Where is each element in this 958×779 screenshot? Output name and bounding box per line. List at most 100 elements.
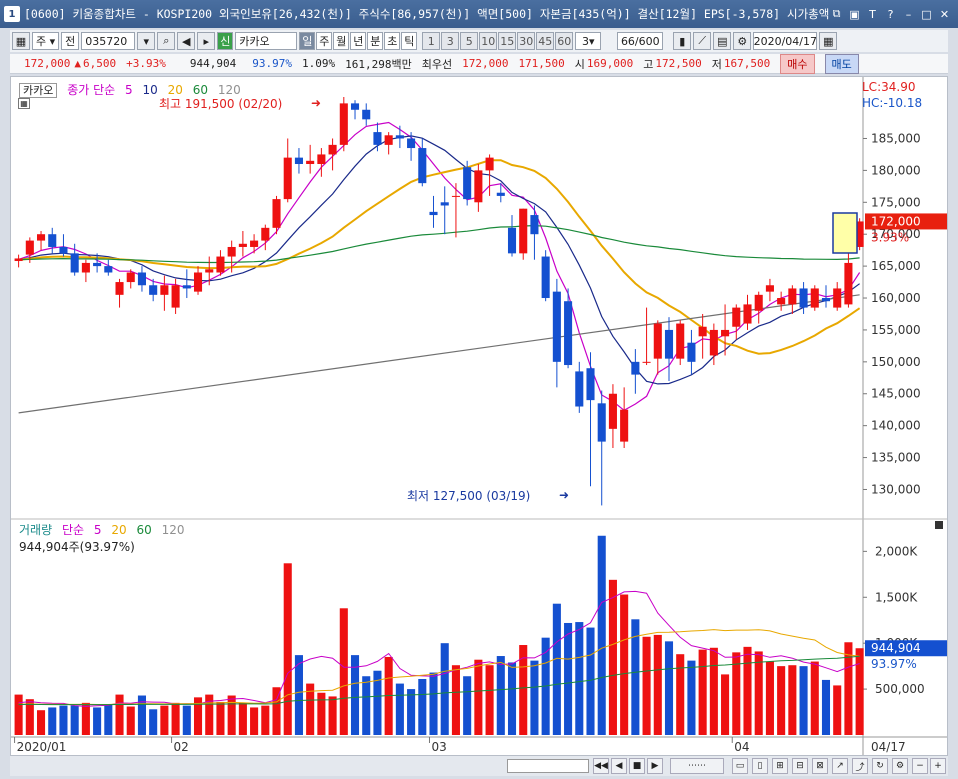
x-tick-label: 04 bbox=[734, 740, 749, 754]
chart-icon-4[interactable]: ⊟ bbox=[792, 758, 808, 774]
candle-body bbox=[160, 285, 169, 295]
candle-body bbox=[115, 282, 124, 295]
chart-icon-6[interactable]: ↗ bbox=[832, 758, 848, 774]
camera-icon[interactable]: ▣ bbox=[849, 7, 860, 21]
candle-body bbox=[350, 103, 360, 110]
candle-body bbox=[485, 157, 494, 171]
candle-body bbox=[631, 361, 640, 375]
arrow-icon[interactable]: ▸ bbox=[197, 32, 216, 50]
best-ask-1: 172,000 bbox=[462, 57, 509, 70]
prev-button[interactable]: 전 bbox=[61, 32, 80, 50]
candle-settings-icon[interactable]: ▮ bbox=[673, 32, 692, 50]
period-tab[interactable]: 월 bbox=[333, 32, 350, 50]
ma10-line bbox=[18, 135, 860, 385]
period-tab[interactable]: 분 bbox=[367, 32, 384, 50]
candle-body bbox=[754, 294, 763, 311]
period-tab[interactable]: 초 bbox=[384, 32, 401, 50]
scroll-start-icon[interactable]: ◀◀ bbox=[593, 758, 609, 774]
high-annotation: 최고 191,500 (02/20) bbox=[159, 95, 288, 112]
stock-code-input[interactable]: 035720 bbox=[81, 32, 136, 50]
volume-bar bbox=[160, 705, 169, 735]
volume-bar bbox=[48, 707, 57, 735]
current-price: 172,000 bbox=[24, 57, 71, 70]
zoom-slider[interactable]: ⋯⋯ bbox=[670, 758, 724, 774]
chart-icon-7[interactable]: ⤴ bbox=[852, 758, 868, 774]
stop-icon[interactable]: ■ bbox=[629, 758, 645, 774]
draw-tool-icon[interactable]: ⟋ bbox=[693, 32, 712, 50]
period-tab[interactable]: 년 bbox=[350, 32, 367, 50]
zoom-in-icon[interactable]: + bbox=[930, 758, 946, 774]
candle-body bbox=[137, 272, 146, 286]
settings-icon[interactable]: ⚙ bbox=[892, 758, 908, 774]
zoom-out-icon[interactable]: − bbox=[912, 758, 928, 774]
scroll-thumb[interactable] bbox=[507, 759, 589, 773]
minute-tab[interactable]: 1 bbox=[422, 32, 441, 50]
volume-bar bbox=[81, 702, 90, 735]
hc-value: HC:-10.18 bbox=[862, 96, 923, 110]
volume-ma60-line bbox=[18, 655, 860, 706]
buy-button[interactable]: 매수 bbox=[780, 53, 815, 74]
volume-bar bbox=[552, 603, 561, 735]
scroll-forward-icon[interactable]: ▶ bbox=[647, 758, 663, 774]
minute-tab[interactable]: 5 bbox=[460, 32, 479, 50]
minimize-icon[interactable]: – bbox=[905, 7, 912, 21]
volume-bar bbox=[631, 619, 640, 735]
period-tab[interactable]: 주 bbox=[316, 32, 333, 50]
chart-icon-2[interactable]: ▯ bbox=[752, 758, 768, 774]
minute-tab[interactable]: 45 bbox=[536, 32, 555, 50]
save-icon[interactable]: ▤ bbox=[713, 32, 732, 50]
current-price-tag bbox=[865, 213, 947, 230]
speaker-icon[interactable]: ◀ bbox=[177, 32, 196, 50]
help-icon[interactable]: ? bbox=[887, 7, 894, 21]
maximize-icon[interactable]: □ bbox=[921, 7, 932, 21]
period-tab[interactable]: 일 bbox=[299, 32, 316, 50]
volume-bar bbox=[93, 707, 102, 735]
candle-body bbox=[429, 211, 438, 216]
volume-bar bbox=[485, 665, 494, 735]
close-icon[interactable]: ✕ bbox=[939, 7, 950, 21]
scroll-back-icon[interactable]: ◀ bbox=[611, 758, 627, 774]
candle-body bbox=[799, 288, 808, 308]
code-dropdown-icon[interactable]: ▾ bbox=[137, 32, 156, 50]
grid-icon[interactable]: ▦ bbox=[12, 32, 30, 50]
candle-body bbox=[552, 291, 561, 362]
date-input[interactable]: 2020/04/17 bbox=[753, 32, 818, 50]
current-price-label: 172,000 bbox=[871, 214, 921, 228]
ma20-line bbox=[18, 159, 861, 355]
new-badge: 신 bbox=[217, 32, 234, 50]
price-tick-label: 165,000 bbox=[871, 259, 921, 273]
volume-bar bbox=[799, 666, 808, 735]
volume-bar bbox=[283, 563, 292, 735]
chart-area[interactable]: 185,000 180,000 175,000 170,000 165,000 160,0… bbox=[10, 76, 948, 756]
market-type-select[interactable]: 주 ▾ bbox=[32, 32, 60, 50]
gear-icon[interactable]: ⚙ bbox=[733, 32, 752, 50]
period-tab[interactable]: 틱 bbox=[401, 32, 418, 50]
link-icon[interactable]: ⧉ bbox=[832, 7, 841, 20]
vol-ma120-legend: 120 bbox=[161, 523, 185, 537]
table-icon[interactable]: ▦ bbox=[18, 98, 30, 109]
price-change: 6,500 bbox=[82, 57, 117, 70]
calendar-icon[interactable]: ▦ bbox=[819, 32, 838, 50]
chart-svg[interactable]: 185,000 180,000 175,000 170,000 165,000 160,0… bbox=[11, 77, 947, 755]
sell-button[interactable]: 매도 bbox=[824, 53, 859, 74]
data-count: 66/600 bbox=[617, 32, 664, 50]
minute-tab[interactable]: 30 bbox=[517, 32, 536, 50]
chart-icon-3[interactable]: ⊞ bbox=[772, 758, 788, 774]
volume-bar bbox=[732, 652, 741, 735]
interval-select[interactable]: 3 ▾ bbox=[575, 32, 602, 50]
minute-tab[interactable]: 15 bbox=[498, 32, 517, 50]
search-icon[interactable]: ⌕ bbox=[157, 32, 176, 50]
price-tick-label: 185,000 bbox=[871, 131, 921, 145]
minute-tab[interactable]: 3 bbox=[441, 32, 460, 50]
refresh-icon[interactable]: ↻ bbox=[872, 758, 888, 774]
chart-icon-1[interactable]: ▭ bbox=[732, 758, 748, 774]
minute-tab[interactable]: 10 bbox=[479, 32, 498, 50]
font-icon[interactable]: T bbox=[869, 7, 876, 21]
price-tick-label: 170,000 bbox=[871, 227, 921, 241]
candle-body bbox=[317, 154, 326, 165]
high-arrow-icon: ➜ bbox=[311, 96, 321, 110]
chart-icon-5[interactable]: ⊠ bbox=[812, 758, 828, 774]
minute-tab[interactable]: 60 bbox=[555, 32, 574, 50]
volume-bar bbox=[238, 702, 247, 735]
stock-name-field: 카카오 bbox=[235, 32, 298, 50]
